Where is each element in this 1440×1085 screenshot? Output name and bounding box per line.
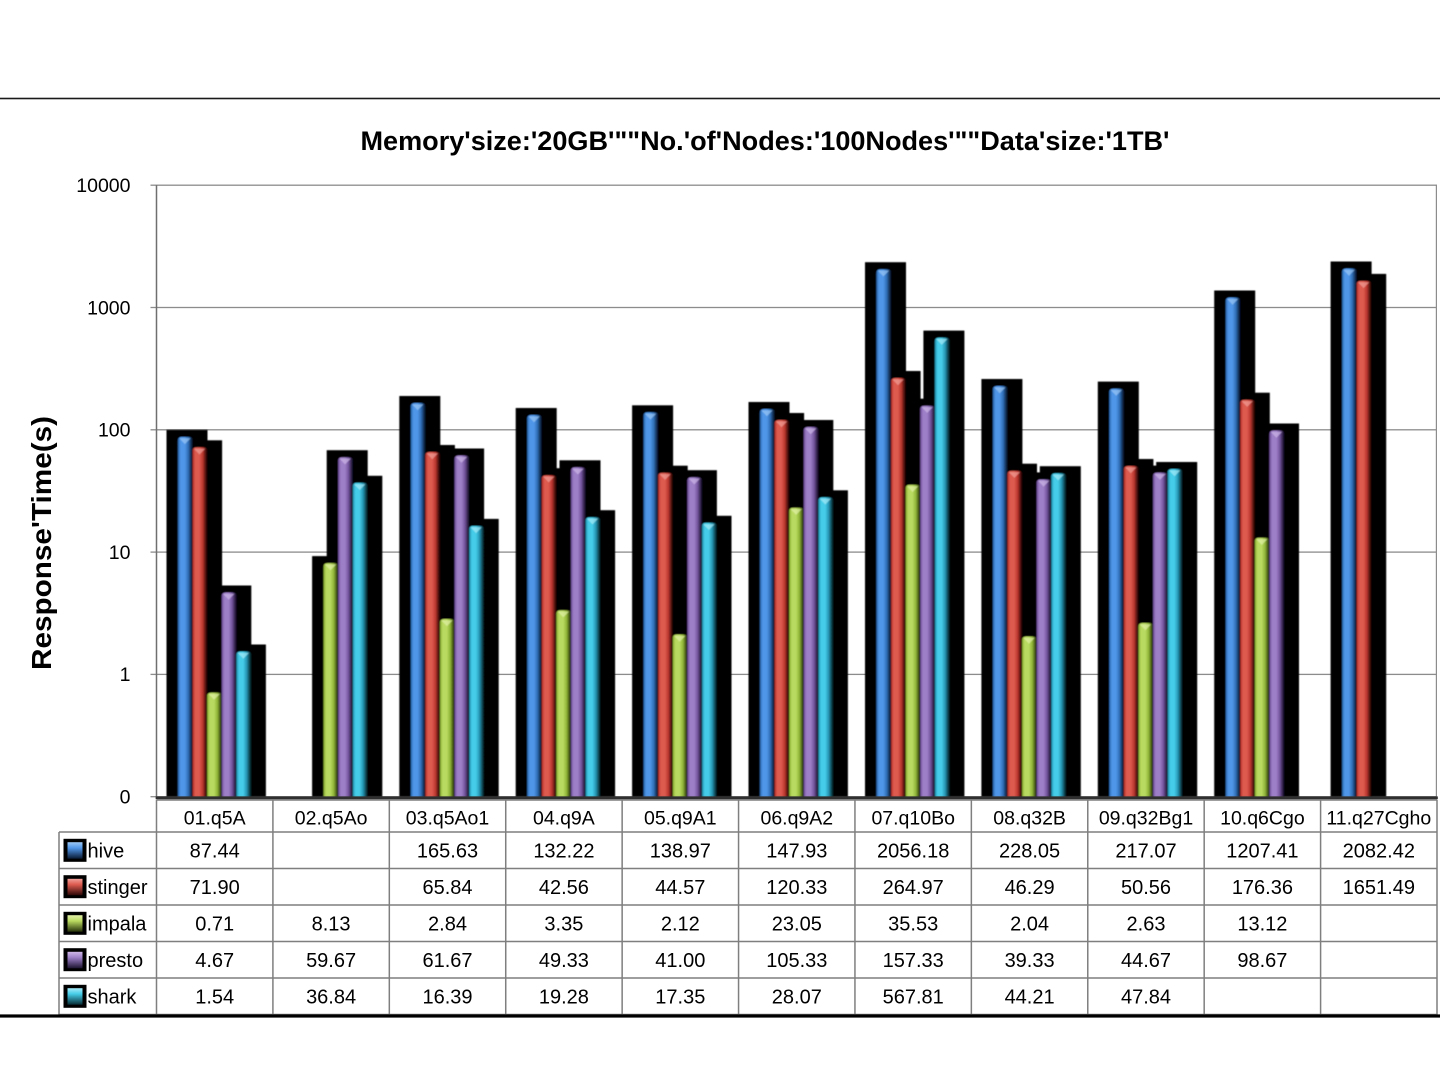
svg-text:0: 0 — [120, 787, 131, 809]
svg-text:2.84: 2.84 — [428, 914, 467, 936]
svg-text:03.q5Ao1: 03.q5Ao1 — [406, 808, 490, 830]
svg-text:2056.18: 2056.18 — [877, 841, 949, 863]
svg-text:44.57: 44.57 — [655, 877, 705, 899]
svg-text:13.12: 13.12 — [1237, 914, 1287, 936]
svg-text:44.67: 44.67 — [1121, 950, 1171, 972]
svg-text:08.q32B: 08.q32B — [993, 808, 1066, 830]
svg-text:98.67: 98.67 — [1237, 950, 1287, 972]
svg-text:3.35: 3.35 — [544, 914, 583, 936]
svg-text:264.97: 264.97 — [883, 877, 944, 899]
svg-text:44.21: 44.21 — [1005, 987, 1055, 1009]
svg-text:2.04: 2.04 — [1010, 914, 1049, 936]
svg-text:35.53: 35.53 — [888, 914, 938, 936]
svg-text:11.q27Cgho: 11.q27Cgho — [1326, 808, 1431, 830]
svg-text:49.33: 49.33 — [539, 950, 589, 972]
svg-text:stinger: stinger — [88, 877, 148, 899]
svg-text:65.84: 65.84 — [422, 877, 472, 899]
svg-text:1.54: 1.54 — [195, 987, 234, 1009]
svg-text:2.12: 2.12 — [661, 914, 700, 936]
svg-text:46.29: 46.29 — [1005, 877, 1055, 899]
svg-text:16.39: 16.39 — [422, 987, 472, 1009]
svg-text:17.35: 17.35 — [655, 987, 705, 1009]
svg-text:28.07: 28.07 — [772, 987, 822, 1009]
svg-text:10000: 10000 — [76, 175, 130, 197]
svg-text:41.00: 41.00 — [655, 950, 705, 972]
svg-text:1207.41: 1207.41 — [1226, 841, 1298, 863]
svg-text:42.56: 42.56 — [539, 877, 589, 899]
svg-text:10.q6Cgo: 10.q6Cgo — [1220, 808, 1305, 830]
svg-text:567.81: 567.81 — [883, 987, 944, 1009]
svg-text:165.63: 165.63 — [417, 841, 478, 863]
svg-text:176.36: 176.36 — [1232, 877, 1293, 899]
svg-text:36.84: 36.84 — [306, 987, 356, 1009]
svg-text:59.67: 59.67 — [306, 950, 356, 972]
svg-text:39.33: 39.33 — [1005, 950, 1055, 972]
svg-text:87.44: 87.44 — [190, 841, 240, 863]
svg-text:105.33: 105.33 — [766, 950, 827, 972]
svg-text:147.93: 147.93 — [766, 841, 827, 863]
svg-text:01.q5A: 01.q5A — [184, 808, 246, 830]
svg-text:50.56: 50.56 — [1121, 877, 1171, 899]
svg-text:0.71: 0.71 — [195, 914, 234, 936]
svg-text:100: 100 — [98, 420, 131, 442]
svg-text:120.33: 120.33 — [766, 877, 827, 899]
svg-text:02.q5Ao: 02.q5Ao — [295, 808, 368, 830]
svg-text:157.33: 157.33 — [883, 950, 944, 972]
svg-text:4.67: 4.67 — [195, 950, 234, 972]
svg-text:1000: 1000 — [87, 297, 131, 319]
svg-text:71.90: 71.90 — [190, 877, 240, 899]
svg-text:47.84: 47.84 — [1121, 987, 1171, 1009]
svg-text:10: 10 — [109, 542, 131, 564]
svg-text:23.05: 23.05 — [772, 914, 822, 936]
svg-text:8.13: 8.13 — [312, 914, 351, 936]
svg-text:04.q9A: 04.q9A — [533, 808, 595, 830]
svg-text:19.28: 19.28 — [539, 987, 589, 1009]
svg-text:07.q10Bo: 07.q10Bo — [871, 808, 955, 830]
svg-text:05.q9A1: 05.q9A1 — [644, 808, 717, 830]
svg-text:228.05: 228.05 — [999, 841, 1060, 863]
svg-text:217.07: 217.07 — [1115, 841, 1176, 863]
svg-text:2.63: 2.63 — [1127, 914, 1166, 936]
svg-text:132.22: 132.22 — [533, 841, 594, 863]
svg-text:2082.42: 2082.42 — [1343, 841, 1415, 863]
svg-text:61.67: 61.67 — [422, 950, 472, 972]
svg-text:impala: impala — [88, 914, 148, 936]
svg-text:Memory'size:'20GB'""No.'of'Nod: Memory'size:'20GB'""No.'of'Nodes:'100Nod… — [361, 126, 1170, 156]
svg-text:presto: presto — [88, 950, 144, 972]
svg-text:1: 1 — [120, 664, 131, 686]
svg-text:138.97: 138.97 — [650, 841, 711, 863]
svg-text:hive: hive — [88, 841, 125, 863]
svg-text:09.q32Bg1: 09.q32Bg1 — [1099, 808, 1193, 830]
svg-text:06.q9A2: 06.q9A2 — [760, 808, 833, 830]
svg-text:Response'Time(s): Response'Time(s) — [26, 416, 57, 670]
svg-text:shark: shark — [88, 987, 138, 1009]
svg-text:1651.49: 1651.49 — [1343, 877, 1415, 899]
